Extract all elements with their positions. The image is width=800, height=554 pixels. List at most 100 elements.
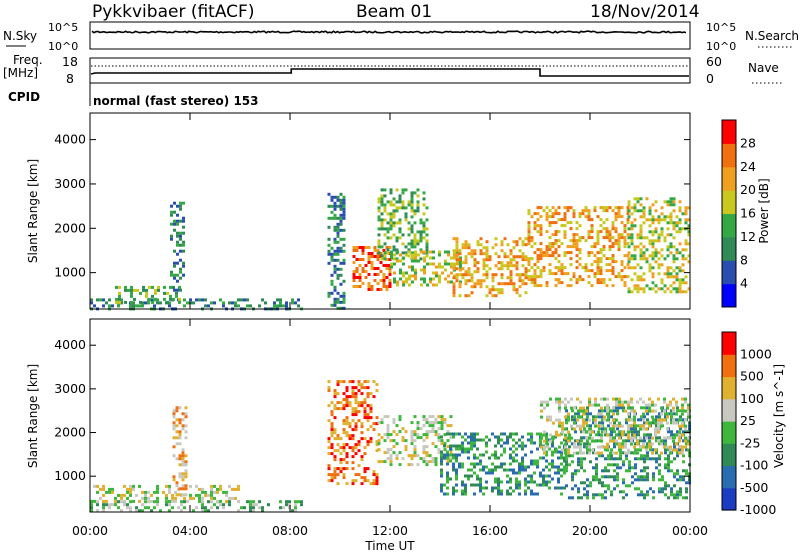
heatmap-cell (509, 462, 512, 466)
heatmap-cell (643, 415, 646, 419)
heatmap-cell (339, 282, 343, 286)
heatmap-cell (449, 451, 453, 455)
heatmap-cell (404, 445, 408, 449)
heatmap-cell (402, 262, 405, 266)
heatmap-cell (379, 288, 383, 291)
heatmap-cell (577, 460, 580, 464)
heatmap-cell (373, 267, 377, 270)
heatmap-cell (461, 441, 464, 445)
heatmap-cell (604, 469, 607, 473)
heatmap-cell (658, 442, 661, 446)
heatmap-cell (669, 290, 673, 294)
heatmap-cell (672, 257, 676, 261)
heatmap-cell (383, 460, 387, 464)
heatmap-cell (473, 453, 476, 457)
heatmap-cell (464, 474, 467, 478)
heatmap-cell (560, 450, 563, 454)
heatmap-cell (339, 300, 343, 304)
heatmap-cell (181, 484, 185, 488)
heatmap-cell (669, 436, 672, 440)
heatmap-cell (543, 451, 546, 455)
heatmap-cell (536, 432, 539, 436)
heatmap-cell (626, 212, 630, 216)
heatmap-cell (410, 454, 414, 458)
heatmap-cell (369, 482, 373, 486)
heatmap-cell (639, 215, 643, 219)
heatmap-cell (330, 303, 334, 307)
heatmap-cell (358, 273, 362, 276)
heatmap-cell (631, 433, 634, 437)
heatmap-cell (458, 465, 461, 469)
heatmap-cell (497, 288, 501, 292)
heatmap-cell (678, 424, 681, 428)
heatmap-cell (423, 250, 426, 254)
heatmap-cell (380, 421, 384, 425)
heatmap-cell (630, 439, 633, 443)
heatmap-cell (678, 269, 682, 273)
heatmap-cell (482, 492, 485, 496)
heatmap-cell (327, 225, 331, 229)
heatmap-cell (500, 288, 504, 292)
heatmap-cell (425, 436, 429, 440)
heatmap-cell (342, 198, 346, 202)
heatmap-cell (636, 284, 640, 288)
time-tick-label: 08:00 (272, 523, 308, 538)
heatmap-cell (521, 444, 524, 448)
heatmap-cell (593, 242, 597, 246)
heatmap-cell (231, 301, 234, 305)
heatmap-cell (612, 436, 615, 440)
heatmap-cell (383, 451, 387, 455)
heatmap-cell (568, 496, 571, 500)
heatmap-cell (339, 273, 343, 277)
heatmap-cell (568, 463, 571, 467)
heatmap-cell (530, 480, 533, 484)
heatmap-cell (351, 419, 355, 423)
heatmap-cell (464, 255, 468, 259)
heatmap-cell (497, 261, 501, 265)
heatmap-cell (512, 285, 516, 289)
heatmap-cell (432, 262, 435, 266)
heatmap-cell (151, 294, 154, 298)
heatmap-cell (90, 499, 93, 503)
heatmap-cell (687, 224, 691, 228)
heatmap-cell (96, 503, 99, 507)
heatmap-cell (482, 486, 485, 490)
heatmap-cell (609, 409, 612, 413)
heatmap-cell (389, 215, 393, 219)
heatmap-cell (172, 409, 176, 413)
heatmap-cell (411, 268, 414, 272)
heatmap-cell (572, 209, 576, 213)
heatmap-cell (678, 206, 682, 210)
heatmap-cell (351, 446, 355, 450)
heatmap-cell (669, 251, 673, 255)
heatmap-cell (602, 221, 606, 225)
heatmap-cell (410, 197, 414, 201)
heatmap-cell (527, 269, 531, 273)
heatmap-cell (455, 468, 458, 472)
heatmap-cell (630, 224, 634, 228)
heatmap-cell (663, 436, 666, 440)
heatmap-cell (135, 509, 138, 513)
colorbar-tick-label: 500 (740, 369, 764, 384)
colorbar-tick-label: 8 (740, 252, 748, 267)
heatmap-cell (181, 412, 185, 416)
heatmap-cell (672, 224, 676, 228)
heatmap-cell (434, 421, 438, 425)
heatmap-cell (416, 433, 420, 437)
heatmap-cell (619, 466, 622, 470)
heatmap-cell (530, 492, 533, 496)
heatmap-cell (491, 288, 495, 292)
heatmap-cell (336, 306, 340, 310)
heatmap-cell (408, 250, 411, 254)
heatmap-cell (646, 472, 649, 476)
heatmap-cell (602, 227, 606, 231)
heatmap-cell (408, 283, 411, 287)
heatmap-cell (607, 463, 610, 467)
heatmap-cell (569, 221, 573, 225)
heatmap-cell (178, 436, 182, 440)
heatmap-cell (612, 397, 615, 401)
heatmap-cell (623, 281, 627, 285)
heatmap-cell (687, 254, 691, 258)
heatmap-cell (366, 404, 370, 408)
heatmap-cell (395, 454, 399, 458)
